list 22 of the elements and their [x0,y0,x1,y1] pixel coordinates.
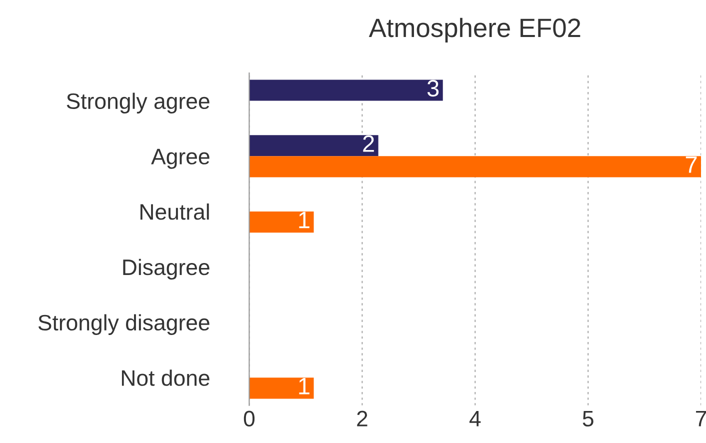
x-tick-label: 7 [696,411,706,426]
y-tick-label: Strongly agree [66,92,210,114]
bar [249,156,702,178]
data-label: 2 [363,135,374,152]
data-label: 3 [427,80,439,97]
x-tick-label: 2 [357,410,368,426]
y-tick-label: Agree [151,148,210,169]
y-tick-label: Not done [122,370,210,386]
y-tick-label: Disagree [123,258,210,280]
bar [249,378,314,399]
y-tick-label: Neutral [140,203,209,220]
data-label: 1 [299,378,310,394]
bar [249,80,443,101]
bar [249,212,314,233]
x-tick-label: 5 [582,411,594,427]
data-label: 7 [686,156,697,173]
y-tick-label: Strongly disagree [38,314,210,335]
chart-title: Atmosphere EF02 [368,18,580,42]
x-tick-label: 4 [469,411,481,426]
bar [249,135,378,156]
x-tick-label: 0 [244,410,255,427]
data-label: 1 [299,212,310,228]
